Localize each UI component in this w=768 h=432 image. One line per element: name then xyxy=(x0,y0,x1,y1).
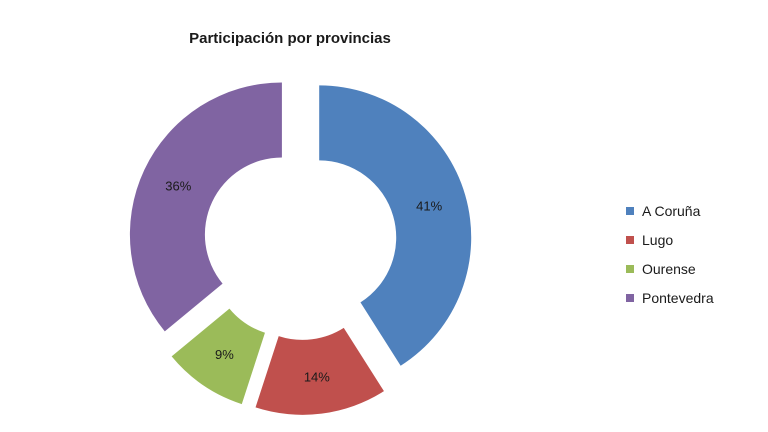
slice-label: 14% xyxy=(304,369,330,384)
slice-label: 41% xyxy=(416,198,442,213)
slice-lugo xyxy=(255,327,384,415)
legend-label: Pontevedra xyxy=(642,290,714,306)
slice-ourense xyxy=(171,308,265,405)
legend-swatch xyxy=(626,265,634,273)
legend-label: Ourense xyxy=(642,261,696,277)
legend-swatch xyxy=(626,207,634,215)
slice-label: 9% xyxy=(215,347,234,362)
slice-a-coru-a xyxy=(319,85,472,366)
legend-swatch xyxy=(626,236,634,244)
slice-label: 36% xyxy=(165,179,191,194)
legend-item: A Coruña xyxy=(626,200,714,222)
chart-title: Participación por provincias xyxy=(189,30,391,47)
legend-item: Lugo xyxy=(626,229,714,251)
slice-pontevedra xyxy=(129,82,282,332)
legend-swatch xyxy=(626,294,634,302)
legend-item: Pontevedra xyxy=(626,287,714,309)
legend-item: Ourense xyxy=(626,258,714,280)
legend-label: Lugo xyxy=(642,232,674,248)
legend-label: A Coruña xyxy=(642,203,701,219)
chart-legend: A Coruña Lugo Ourense Pontevedra xyxy=(626,200,714,316)
